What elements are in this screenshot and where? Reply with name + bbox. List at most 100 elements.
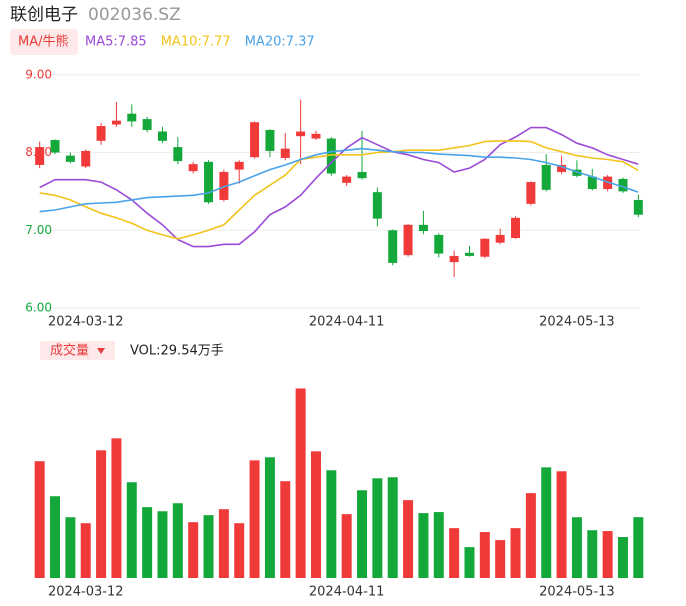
candle-body: [326, 138, 336, 174]
x-tick-label: 2024-05-13: [539, 315, 615, 330]
legend-pill[interactable]: [10, 29, 78, 55]
volume-bar: [188, 522, 199, 578]
candle-body: [173, 147, 183, 162]
chart-title: 联创电子: [10, 5, 78, 25]
volume-bar: [587, 530, 598, 578]
candle-body: [157, 131, 167, 141]
volume-bar: [341, 514, 352, 578]
legend-label: MA20:7.37: [245, 35, 315, 50]
volume-bar: [571, 517, 582, 578]
volume-bar: [111, 438, 122, 578]
legend-label: MA10:7.77: [161, 35, 231, 50]
candle-body: [311, 133, 321, 139]
volume-bar: [80, 523, 91, 578]
candle-body: [403, 224, 413, 256]
volume-bar: [449, 528, 460, 578]
candle-body: [35, 147, 45, 165]
volume-bar: [172, 503, 183, 578]
candle-body: [342, 176, 352, 183]
volume-bar: [372, 478, 383, 578]
candle-body: [618, 178, 628, 192]
volume-bar: [126, 482, 137, 578]
volume-bar: [602, 531, 613, 578]
candle-body: [204, 161, 214, 203]
volume-bar: [541, 467, 552, 578]
volume-bar: [464, 547, 475, 578]
candle-body: [633, 199, 643, 215]
chart-subtitle: 002036.SZ: [88, 5, 181, 25]
legend-label: MA5:7.85: [85, 35, 147, 50]
candle-body: [480, 238, 490, 257]
legend-title[interactable]: MA/牛熊: [18, 34, 69, 50]
x-tick-label: 2024-04-11: [309, 585, 385, 600]
candle-body: [250, 122, 260, 158]
volume-bar: [556, 471, 567, 578]
ma-line: [39, 147, 639, 213]
candle-body: [372, 192, 382, 219]
candle-body: [449, 255, 459, 263]
volume-bar: [218, 509, 229, 578]
volume-bar: [34, 461, 45, 578]
candle-body: [296, 131, 306, 137]
candle-body: [280, 148, 290, 158]
volume-bar: [96, 450, 107, 578]
candle-body: [234, 161, 244, 170]
candle-body: [511, 217, 521, 239]
volume-bar: [65, 517, 76, 578]
candle-body: [388, 230, 398, 263]
candle-body: [81, 150, 91, 167]
candle-body: [557, 164, 567, 172]
x-tick-label: 2024-05-13: [539, 585, 615, 600]
y-tick-label: 9.00: [25, 67, 52, 81]
candle-body: [142, 119, 152, 130]
volume-bar: [142, 507, 153, 578]
volume-bar: [525, 493, 536, 578]
candle-body: [65, 155, 75, 162]
volume-bar: [280, 481, 291, 578]
volume-bar: [234, 523, 245, 578]
volume-bar: [495, 540, 506, 578]
candle-body: [96, 126, 106, 141]
y-tick-label: 7.00: [25, 223, 52, 237]
volume-bar: [479, 532, 490, 578]
volume-bar: [249, 460, 260, 578]
volume-bar: [295, 388, 306, 578]
candle-body: [541, 164, 551, 190]
candle-body: [464, 252, 474, 256]
volume-bar: [403, 500, 414, 578]
x-tick-label: 2024-03-12: [48, 585, 124, 600]
volume-title[interactable]: 成交量: [50, 343, 89, 359]
volume-bar: [387, 477, 398, 578]
x-tick-label: 2024-04-11: [309, 315, 385, 330]
volume-legend: VOL:29.54万手: [130, 344, 224, 359]
volume-bar: [510, 528, 521, 578]
x-tick-label: 2024-03-12: [48, 315, 124, 330]
volume-bar: [264, 457, 275, 578]
candle-body: [127, 113, 137, 122]
candle-body: [418, 224, 428, 232]
volume-bar: [418, 513, 429, 578]
volume-pill[interactable]: [40, 341, 115, 360]
volume-bar: [617, 537, 628, 578]
ma-line: [39, 140, 639, 240]
candle-body: [495, 234, 505, 243]
volume-bar: [326, 470, 337, 578]
volume-bar: [50, 496, 61, 578]
volume-bar: [157, 511, 168, 578]
candle-body: [526, 182, 536, 204]
volume-bar: [203, 515, 214, 578]
candle-body: [111, 120, 121, 125]
candle-body: [188, 164, 198, 172]
y-tick-label: 6.00: [25, 301, 52, 315]
candle-body: [434, 234, 444, 254]
candle-body: [265, 129, 275, 151]
volume-bar: [310, 451, 321, 578]
candle-body: [357, 171, 367, 179]
volume-bar: [633, 517, 644, 578]
volume-bar: [357, 490, 368, 578]
candle-body: [50, 140, 60, 153]
dropdown-arrow: [97, 348, 105, 354]
candle-body: [587, 176, 597, 190]
volume-bar: [433, 512, 444, 578]
